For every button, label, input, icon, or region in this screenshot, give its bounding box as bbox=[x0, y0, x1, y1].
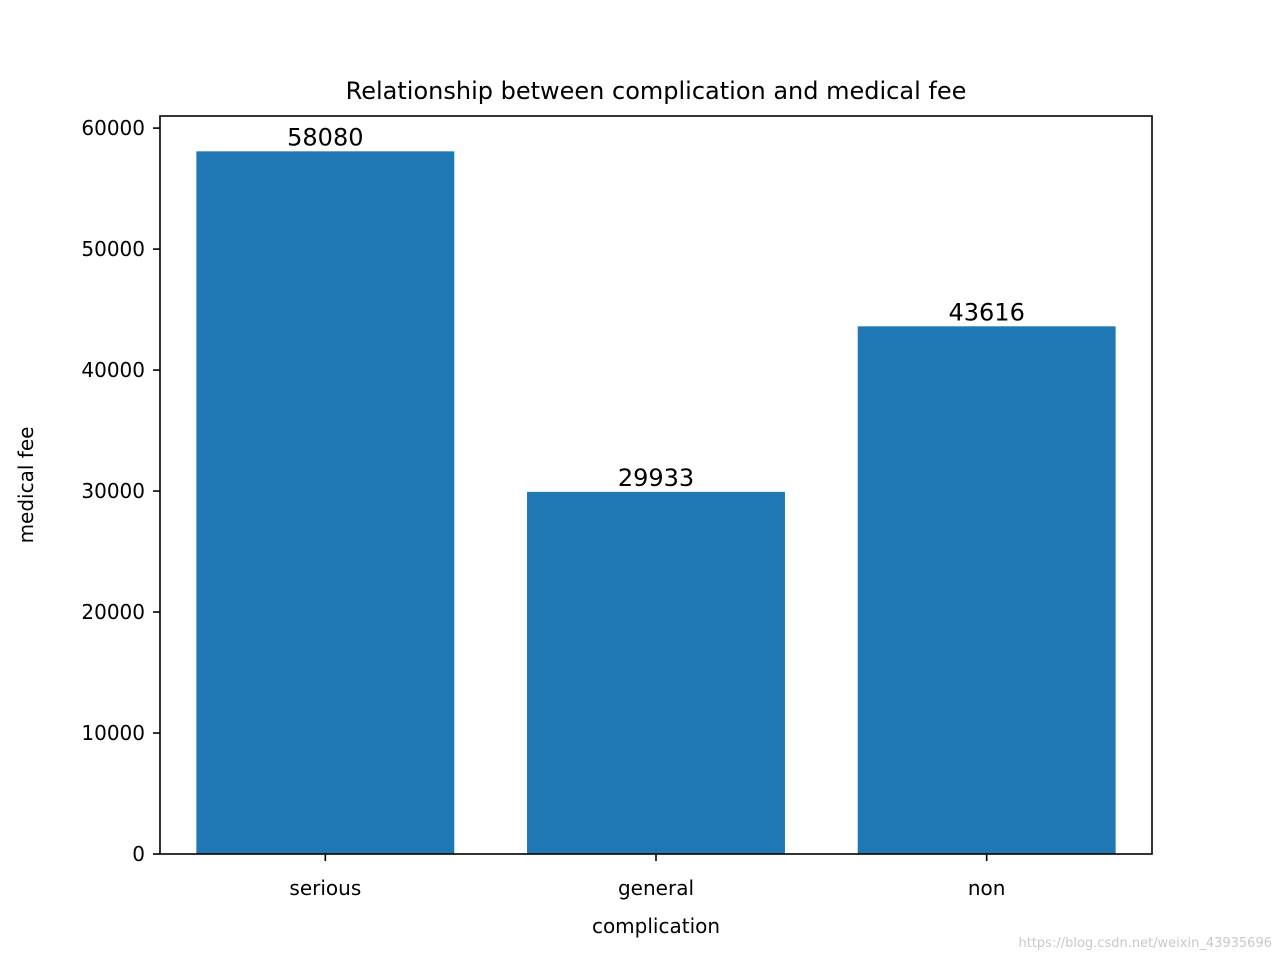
y-tick-label: 50000 bbox=[81, 237, 145, 261]
bar-value-label: 58080 bbox=[287, 123, 363, 151]
chart-title: Relationship between complication and me… bbox=[346, 77, 967, 105]
watermark-text: https://blog.csdn.net/weixin_43935696 bbox=[1018, 936, 1272, 951]
bar-value-label: 29933 bbox=[618, 464, 694, 492]
bar-non bbox=[857, 326, 1116, 854]
y-tick-label: 10000 bbox=[81, 721, 145, 745]
x-tick-label: non bbox=[968, 876, 1006, 900]
y-tick-label: 20000 bbox=[81, 600, 145, 624]
y-tick-label: 30000 bbox=[81, 479, 145, 503]
y-axis: 0 10000 20000 30000 40000 50000 60000 bbox=[81, 116, 160, 866]
y-tick-label: 40000 bbox=[81, 358, 145, 382]
x-tick-label: general bbox=[618, 876, 694, 900]
bar-general bbox=[527, 491, 785, 854]
y-tick-label: 0 bbox=[132, 842, 145, 866]
bar-value-label: 43616 bbox=[948, 298, 1024, 326]
x-axis-label: complication bbox=[592, 914, 720, 938]
bar-serious bbox=[196, 151, 455, 854]
value-labels-layer: 58080 29933 43616 bbox=[287, 123, 1025, 492]
x-tick-label: serious bbox=[289, 876, 361, 900]
y-axis-label: medical fee bbox=[14, 427, 38, 544]
y-tick-label: 60000 bbox=[81, 116, 145, 140]
bars-layer bbox=[196, 151, 1116, 854]
x-axis: serious general non bbox=[289, 854, 1005, 900]
